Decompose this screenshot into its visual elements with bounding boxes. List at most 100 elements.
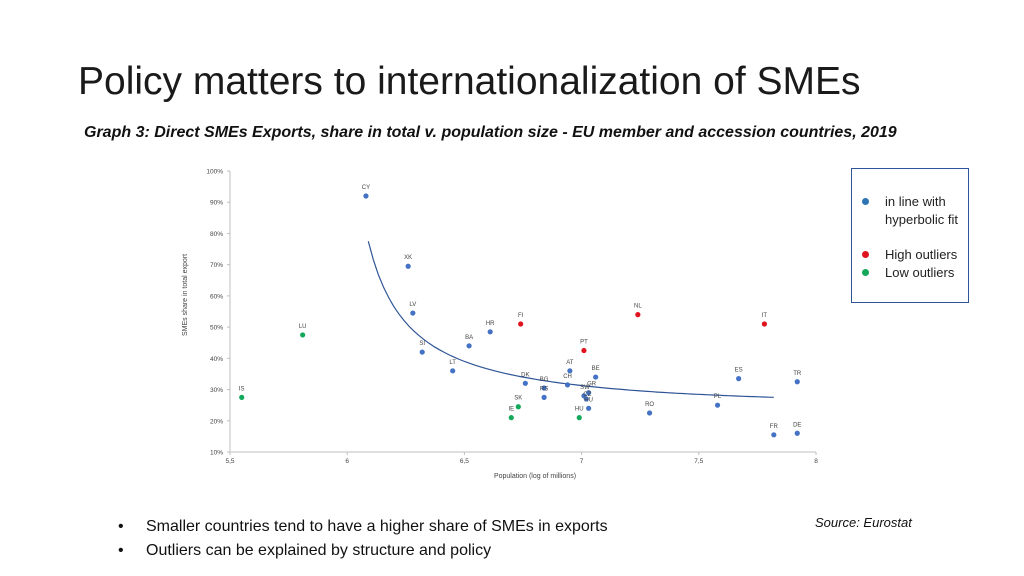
point-ch [564, 382, 571, 388]
x-axis-title: Population (log of millions) [494, 473, 576, 480]
point-label-nl: NL [634, 304, 642, 310]
point-label-it: IT [762, 313, 768, 319]
x-tick-label: 8 [814, 458, 818, 465]
point-at [567, 368, 573, 374]
y-tick-label: 60% [210, 293, 223, 300]
slide-title: Policy matters to internationalization o… [78, 60, 861, 103]
point-label-hu: HU [575, 407, 584, 413]
point-label-fr: FR [770, 424, 779, 430]
point-label-ba: BA [465, 335, 473, 341]
point-label-ch: CH [563, 374, 572, 380]
trendline-curve [367, 241, 774, 398]
point-label-pl: PL [714, 394, 722, 400]
point-ba [466, 343, 472, 349]
point-label-cy: CY [362, 185, 370, 191]
point-lv [410, 310, 416, 316]
legend-label: Low outliers [885, 265, 955, 280]
point-is [239, 394, 245, 400]
point-label-be: BE [592, 366, 600, 372]
point-label-lv: LV [409, 302, 416, 308]
y-tick-label: 20% [210, 418, 223, 425]
point-label-de: DE [793, 422, 801, 428]
point-label-hu: HU [584, 397, 593, 403]
y-tick-label: 80% [210, 231, 223, 238]
point-label-hr: HR [486, 321, 495, 327]
legend-dot-fit [862, 198, 869, 205]
bullet-icon: • [118, 518, 124, 535]
chart-subtitle: Graph 3: Direct SMEs Exports, share in t… [84, 124, 897, 141]
point-cz [583, 396, 589, 402]
point-label-cz: CZ [583, 392, 591, 398]
point-fr [771, 432, 777, 438]
point-label-si: SI [419, 341, 425, 347]
x-tick-label: 6,5 [460, 458, 469, 465]
legend-dot-high [862, 251, 869, 258]
point-rs [541, 394, 547, 400]
point-label-bg: BG [540, 377, 549, 383]
point-xk [405, 263, 411, 269]
point-hr [487, 329, 493, 335]
point-label-pt: PT [580, 340, 588, 346]
point-si [419, 349, 425, 355]
x-tick-label: 7,5 [694, 458, 703, 465]
point-label-fi: FI [518, 313, 524, 319]
point-lu [300, 332, 306, 338]
trendline [367, 241, 774, 398]
point-de [794, 430, 800, 436]
point-label-sk: SK [514, 396, 522, 402]
point-label-es: ES [735, 368, 743, 374]
bullet-item: • Smaller countries tend to have a highe… [118, 515, 608, 539]
point-cy [363, 193, 369, 199]
x-axis: 5,5 6 6,5 7 7,5 8 [225, 451, 818, 465]
chart-legend: in line with hyperbolic fit High outlier… [851, 168, 969, 303]
y-tick-label: 10% [210, 450, 223, 457]
point-hu [576, 415, 582, 421]
point-fi [518, 321, 524, 327]
legend-label: in line with hyperbolic fit [885, 194, 958, 227]
bullet-text: Smaller countries tend to have a higher … [146, 518, 608, 535]
point-label-gr: GR [587, 382, 597, 388]
point-label-dk: DK [521, 372, 529, 378]
point-es [736, 376, 742, 382]
point-pt [581, 347, 587, 354]
source-note: Source: Eurostat [815, 515, 912, 530]
point-tr [794, 379, 800, 385]
y-tick-label: 70% [210, 262, 223, 269]
point-gr [586, 390, 592, 396]
point-bg [541, 385, 547, 391]
bullet-text: Outliers can be explained by structure a… [146, 542, 492, 559]
y-tick-label: 30% [210, 387, 223, 394]
point-label-xk: XK [404, 255, 412, 261]
point-label-is: IS [239, 386, 245, 392]
y-tick-label: 100% [206, 169, 223, 176]
bullet-list: • Smaller countries tend to have a highe… [118, 515, 608, 563]
point-label-tr: TR [793, 371, 802, 377]
bullet-item: • Outliers can be explained by structure… [118, 539, 608, 563]
point-label-rs: RS [540, 386, 548, 392]
point-it [761, 321, 768, 327]
point-label-at: AT [566, 360, 574, 366]
y-axis-title: SMEs share in total export [182, 254, 189, 336]
point-hu [586, 405, 592, 411]
y-tick-label: 40% [210, 356, 223, 363]
bullet-icon: • [118, 542, 124, 559]
y-tick-label: 90% [210, 200, 223, 207]
point-dk [522, 380, 528, 386]
point-pl [714, 402, 721, 408]
legend-dot-low [862, 269, 869, 276]
x-tick-label: 7 [580, 458, 584, 465]
point-label-lt: LT [449, 360, 456, 366]
point-label-ie: IE [508, 407, 514, 413]
point-label-sw: SW [580, 385, 590, 391]
data-points [239, 193, 800, 438]
legend-label: High outliers [885, 247, 958, 262]
point-ie [508, 415, 514, 421]
y-axis: 10% 20% 30% 40% 50% 60% 70% 80% 90% 100% [206, 169, 231, 457]
y-tick-label: 50% [210, 325, 223, 332]
point-nl [635, 312, 641, 318]
x-tick-label: 5,5 [225, 458, 234, 465]
point-sk [515, 404, 521, 410]
point-label-ro: RO [645, 402, 654, 408]
